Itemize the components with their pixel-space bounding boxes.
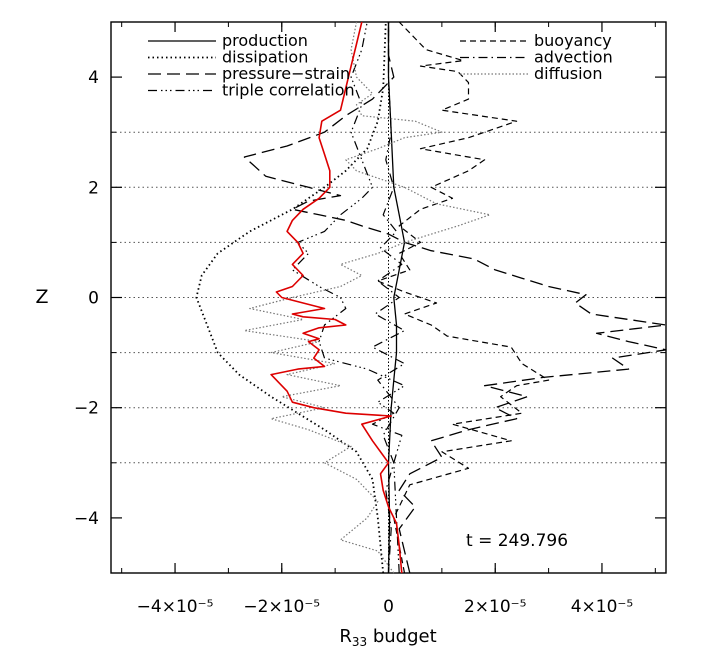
legend-label: buoyancy — [534, 31, 612, 50]
series-production-line — [387, 22, 406, 574]
series-dissipation-line — [195, 21, 387, 574]
x-tick-label: 0 — [383, 597, 394, 617]
legend: productiondissipationpressure−straintrip… — [148, 31, 613, 100]
x-tick-label: 2×10⁻⁵ — [464, 597, 526, 617]
series-pressure-strain-line — [243, 22, 667, 574]
legend-label: diffusion — [534, 64, 602, 83]
y-tick-label: 0 — [88, 289, 99, 309]
legend-label: pressure−strain — [222, 64, 350, 83]
legend-label: advection — [534, 48, 613, 67]
series-layer — [195, 21, 667, 574]
legend-label: dissipation — [222, 48, 308, 67]
series-red-line — [270, 21, 403, 574]
time-annotation: t = 249.796 — [466, 531, 568, 551]
x-axis-label-subscript: 33 — [352, 635, 367, 649]
x-tick-label: 4×10⁻⁵ — [571, 597, 633, 617]
y-axis-label: Z — [35, 286, 48, 308]
x-axis-label: R33 budget — [339, 626, 436, 649]
series-advection-line — [371, 22, 406, 574]
y-tick-label: −4 — [74, 509, 99, 529]
series-buoyancy-line — [377, 21, 550, 574]
x-axis-label-suffix: budget — [367, 626, 437, 647]
y-tick-label: −2 — [74, 399, 99, 419]
y-tick-label: 4 — [88, 68, 99, 88]
legend-label: production — [222, 31, 308, 50]
y-tick-label: 2 — [88, 178, 99, 198]
axis-ticks: −4×10⁻⁵ −2×10⁻⁵ 0 2×10⁻⁵ 4×10⁻⁵ −4 −2 0 2 4 — [74, 21, 666, 617]
x-tick-label: −2×10⁻⁵ — [243, 597, 320, 617]
legend-label: triple correlation — [222, 81, 355, 100]
series-triple-correlation-line — [291, 21, 406, 574]
x-axis-label-main: R — [339, 626, 352, 647]
x-tick-label: −4×10⁻⁵ — [137, 597, 214, 617]
